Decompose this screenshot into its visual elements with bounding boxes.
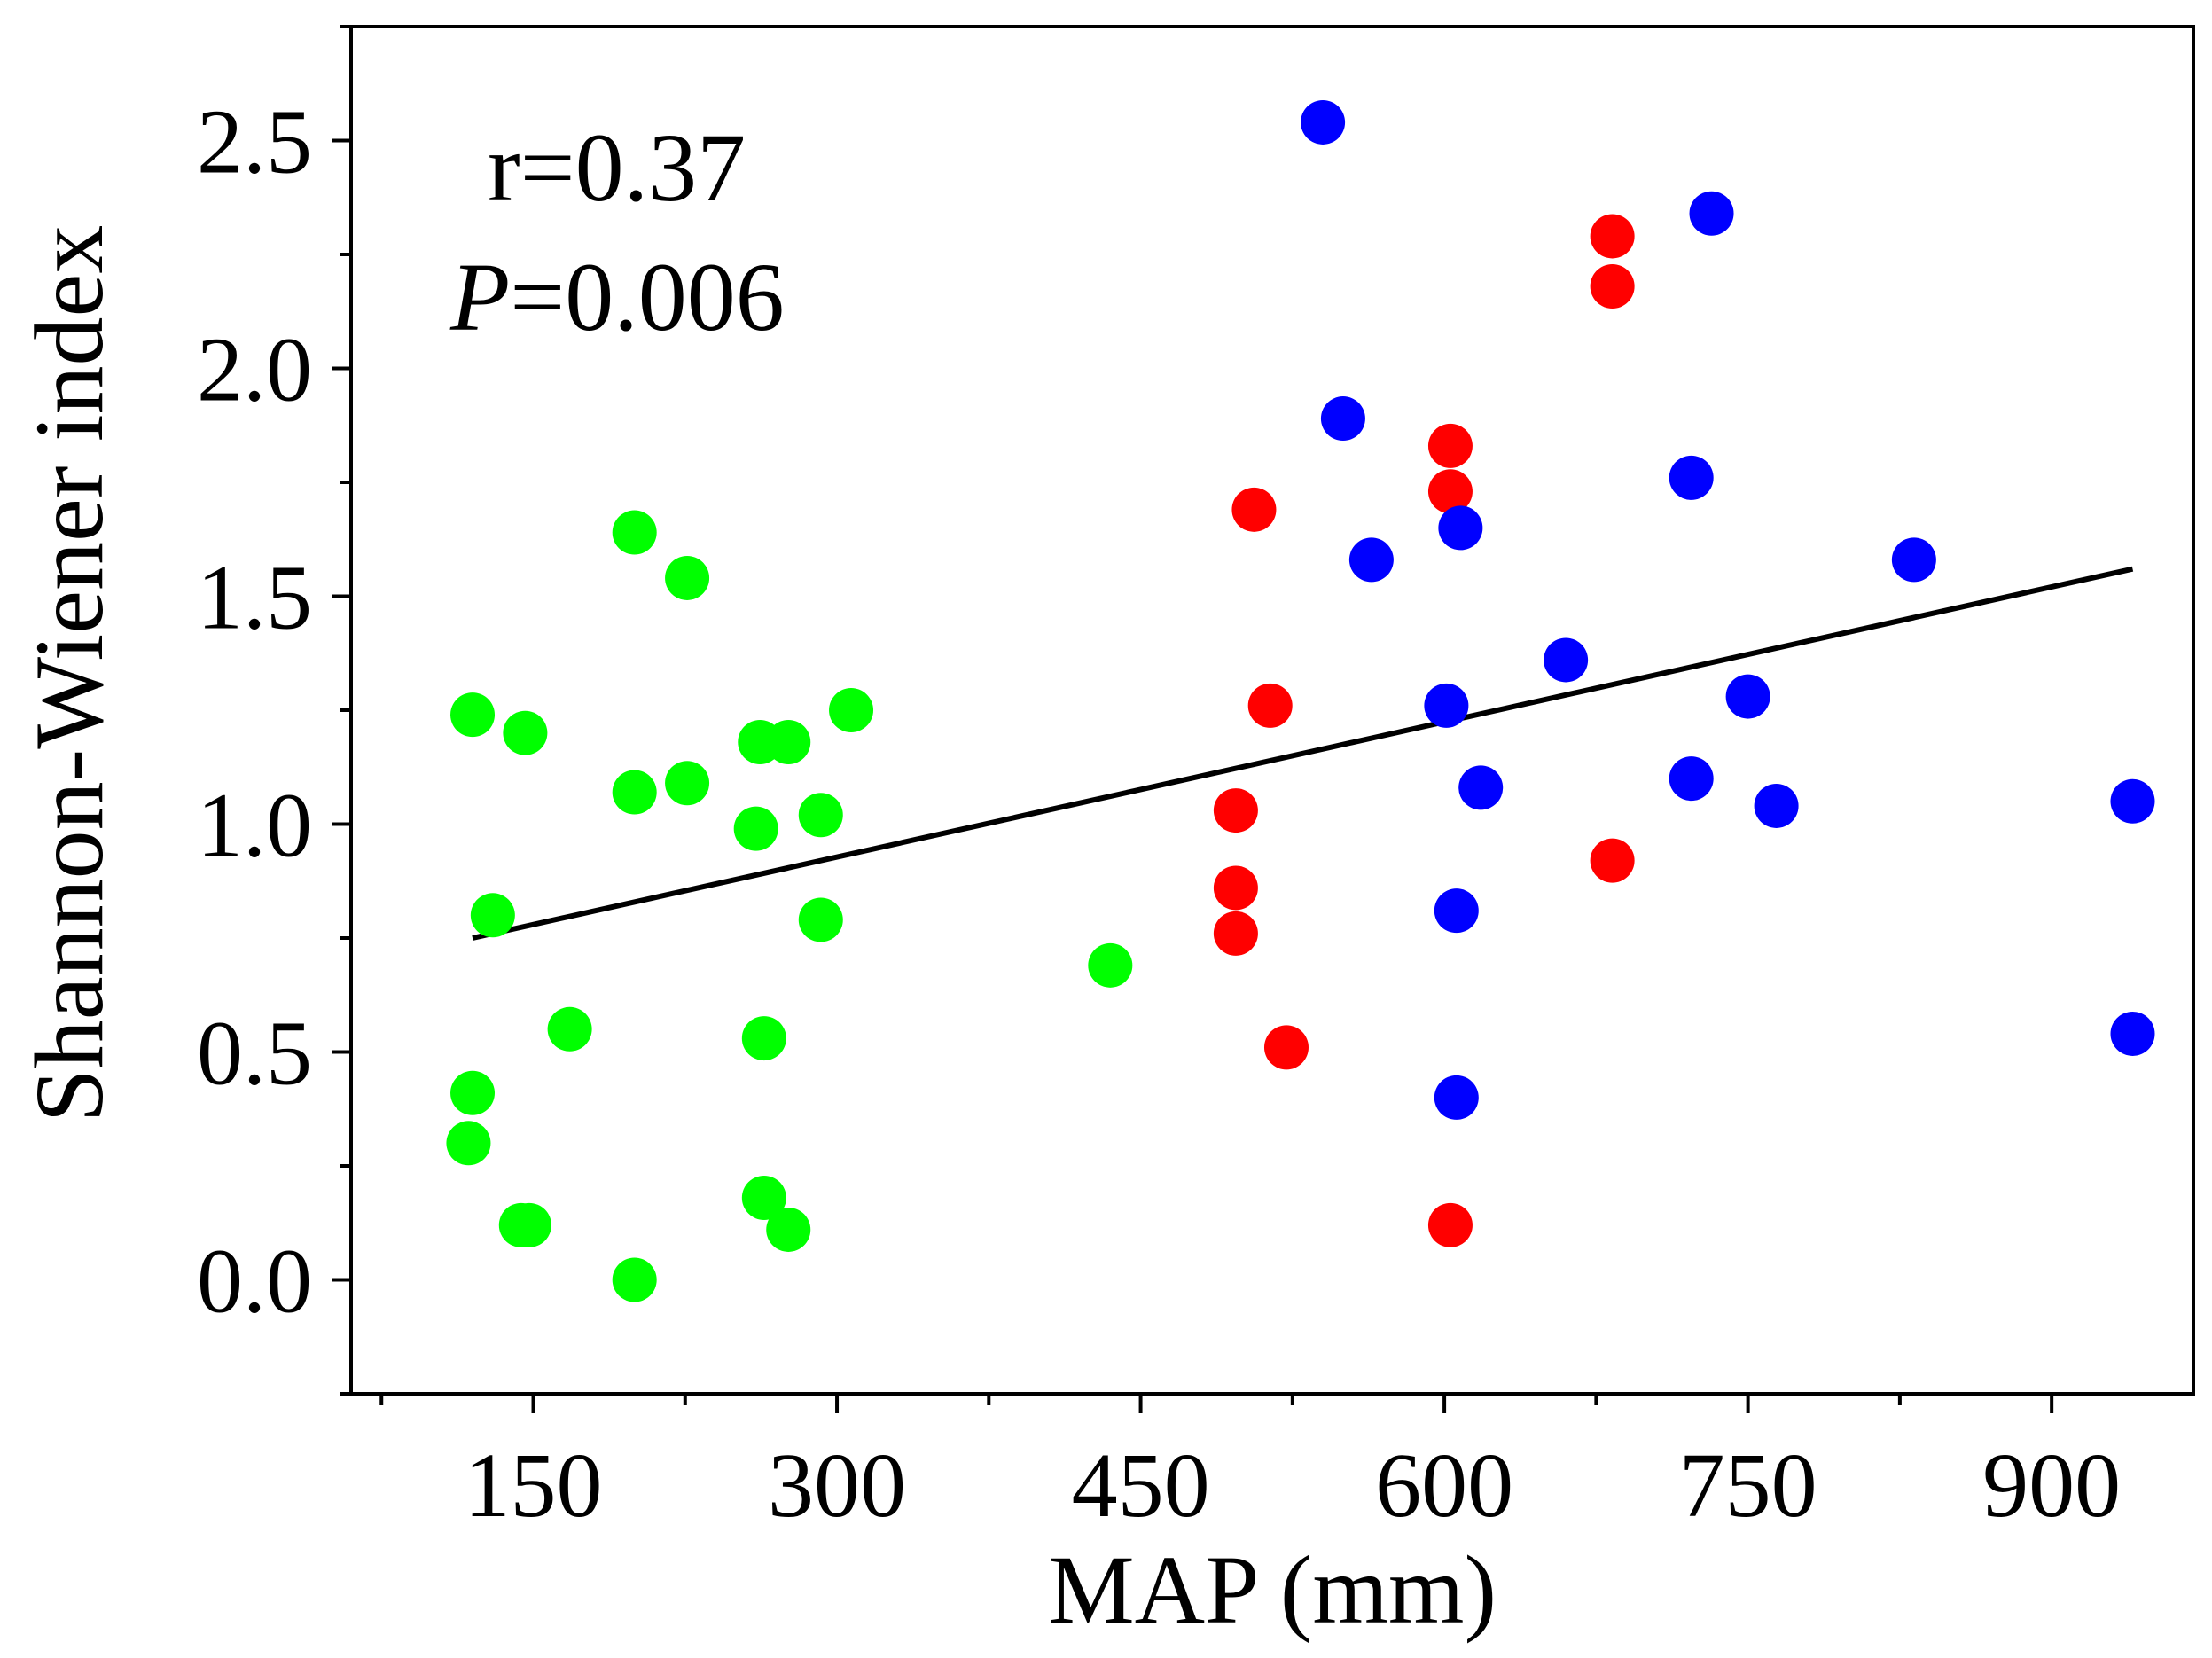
y-tick-label: 2.5 <box>197 91 312 193</box>
p-symbol: P <box>449 243 510 351</box>
red-data-point <box>1213 865 1258 911</box>
green-data-point <box>450 1070 496 1115</box>
green-data-point <box>741 1175 786 1220</box>
x-tick-label: 750 <box>1679 1435 1817 1537</box>
blue-data-point <box>1754 783 1799 828</box>
red-data-point <box>1427 469 1473 514</box>
blue-data-point <box>1544 637 1589 683</box>
blue-data-point <box>1424 683 1469 728</box>
green-data-point <box>741 1016 786 1061</box>
green-data-point <box>665 761 710 806</box>
green-data-point <box>612 1257 657 1302</box>
red-data-point <box>1427 423 1473 468</box>
blue-data-point <box>1458 765 1504 810</box>
data-points <box>446 99 2155 1302</box>
green-data-point <box>506 1202 551 1247</box>
x-tick-label: 600 <box>1375 1435 1513 1537</box>
x-tick-label: 150 <box>465 1435 603 1537</box>
red-data-point <box>1263 1025 1309 1070</box>
y-tick-label: 0.5 <box>197 1003 312 1105</box>
blue-data-point <box>2110 1011 2155 1056</box>
p-value: =0.006 <box>510 243 785 351</box>
red-data-point <box>1427 1202 1473 1247</box>
blue-data-point <box>1689 191 1734 236</box>
blue-data-point <box>1348 537 1394 583</box>
blue-data-point <box>1891 537 1936 583</box>
p-annotation: P=0.006 <box>449 243 785 351</box>
y-tick-label: 1.5 <box>197 547 312 649</box>
green-data-point <box>503 710 548 755</box>
r-annotation: r=0.37 <box>488 113 746 222</box>
blue-data-point <box>1434 888 1479 934</box>
blue-data-point <box>1438 505 1483 551</box>
green-data-point <box>766 1207 811 1252</box>
red-data-point <box>1213 911 1258 956</box>
green-data-point <box>733 806 778 851</box>
y-tick-label: 1.0 <box>197 775 312 877</box>
axis-ticks <box>332 25 2054 1413</box>
red-data-point <box>1590 214 1635 259</box>
green-data-point <box>798 897 843 942</box>
blue-data-point <box>1669 455 1714 500</box>
x-tick-label: 900 <box>1982 1435 2121 1537</box>
red-data-point <box>1590 263 1635 309</box>
trend-line <box>472 566 2134 941</box>
green-data-point <box>766 719 811 764</box>
blue-data-point <box>1320 396 1365 442</box>
blue-data-point <box>1434 1075 1479 1120</box>
green-data-point <box>1088 942 1133 988</box>
green-data-point <box>798 793 843 838</box>
green-data-point <box>612 770 657 815</box>
blue-data-point <box>1725 674 1770 719</box>
y-tick-label: 0.0 <box>197 1231 312 1333</box>
green-data-point <box>450 692 496 738</box>
red-data-point <box>1590 838 1635 883</box>
green-data-point <box>470 893 515 938</box>
green-data-point <box>446 1121 491 1166</box>
y-tick-label: 2.0 <box>197 319 312 421</box>
green-data-point <box>829 688 874 732</box>
green-data-point <box>612 510 657 555</box>
green-data-point <box>547 1006 592 1052</box>
x-tick-label: 450 <box>1072 1435 1210 1537</box>
green-data-point <box>665 555 710 600</box>
blue-data-point <box>1301 99 1346 145</box>
red-data-point <box>1231 487 1277 532</box>
blue-data-point <box>1669 756 1714 802</box>
red-data-point <box>1213 788 1258 833</box>
axis-tick-labels: 150 300 450 600 750 900 0.0 0.5 1.0 1.5 2.0 2.5 <box>197 91 2121 1537</box>
y-axis-title: Shannon-Wiener index <box>15 225 123 1123</box>
red-data-point <box>1247 683 1293 728</box>
blue-data-point <box>2110 778 2155 824</box>
x-tick-label: 300 <box>768 1435 906 1537</box>
x-axis-title: MAP (mm) <box>1048 1536 1497 1644</box>
